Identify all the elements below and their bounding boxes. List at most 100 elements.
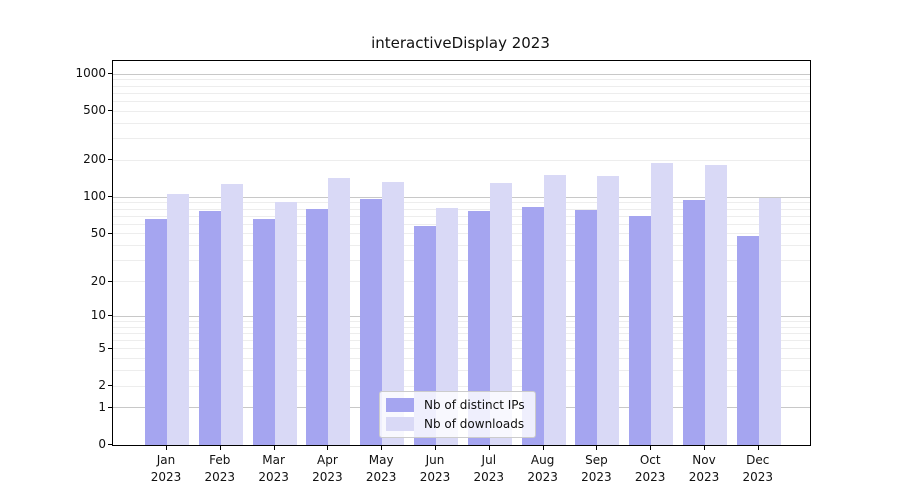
gridline-minor-900 [113,79,810,81]
bar-nb-of-distinct-ips-sep-2023 [575,209,598,445]
gridline-major-1000 [113,73,810,75]
legend-swatch-downloads [386,417,414,431]
x-tick-label: Dec 2023 [742,453,774,484]
gridline-minor-8 [113,326,810,328]
gridline-minor-300 [113,138,810,140]
bar-nb-of-downloads-jan-2023 [167,193,189,445]
gridline-minor-40 [113,245,810,247]
gridline-minor-3 [113,370,810,372]
y-tick-label: 1 [98,399,106,414]
bar-nb-of-downloads-dec-2023 [758,197,781,445]
gridline-minor-6 [113,340,810,342]
gridline-minor-20 [113,281,810,283]
x-tick-label: Feb 2023 [204,453,236,484]
gridline-major-10 [113,315,810,317]
x-tick-label: Apr 2023 [312,453,343,484]
x-tick [757,446,759,450]
x-tick [219,446,221,450]
x-tick [488,446,490,450]
bar-nb-of-downloads-aug-2023 [543,175,566,445]
legend: Nb of distinct IPs Nb of downloads [379,391,536,438]
y-tick [108,73,112,75]
y-tick [108,385,112,387]
gridline-minor-9 [113,320,810,322]
y-tick-label: 20 [90,273,106,288]
x-tick [435,446,436,450]
bar-nb-of-distinct-ips-jan-2023 [145,218,167,445]
bar-nb-of-downloads-mar-2023 [274,201,297,445]
x-tick [542,446,544,450]
chart-title: interactiveDisplay 2023 [371,34,550,52]
legend-item-distinct-ips: Nb of distinct IPs [386,398,525,412]
y-tick [108,315,112,317]
x-tick [650,446,652,450]
x-tick [273,446,275,450]
y-tick-label: 200 [83,152,106,167]
gridline-minor-7 [113,332,810,334]
x-tick [596,446,598,450]
bar-nb-of-distinct-ips-apr-2023 [306,209,329,445]
y-tick-label: 50 [90,225,106,240]
gridline-minor-700 [113,92,810,94]
bar-nb-of-downloads-sep-2023 [597,176,620,445]
x-tick-label: Mar 2023 [258,453,289,484]
x-tick-label: Oct 2023 [634,453,666,484]
y-tick-label: 2 [98,378,106,393]
gridline-minor-2 [113,385,810,387]
y-tick [108,444,112,445]
x-tick [327,446,329,450]
y-tick [108,110,112,112]
gridline-minor-600 [113,101,810,103]
bar-nb-of-downloads-oct-2023 [651,163,674,445]
bar-nb-of-distinct-ips-jul-2023 [467,211,490,445]
x-tick-label: Nov 2023 [688,453,720,484]
y-tick [108,196,112,198]
legend-swatch-distinct-ips [386,398,414,412]
bar-nb-of-distinct-ips-oct-2023 [629,216,652,445]
y-tick-label: 0 [98,437,106,451]
gridline-minor-400 [113,122,810,124]
x-tick [381,446,383,450]
x-tick-label: Sep 2023 [581,453,612,484]
plot-area [112,60,811,446]
gridline-minor-5 [113,348,810,350]
y-tick [108,406,112,408]
y-tick [108,232,112,234]
bar-nb-of-distinct-ips-jun-2023 [414,226,436,445]
legend-label-downloads: Nb of downloads [424,417,525,431]
gridline-minor-90 [113,202,810,204]
x-tick [704,446,705,450]
gridline-minor-800 [113,85,810,87]
bar-nb-of-distinct-ips-feb-2023 [198,210,221,445]
bar-nb-of-downloads-jul-2023 [489,182,512,445]
bar-nb-of-distinct-ips-mar-2023 [252,219,275,445]
x-tick-label: Jun 2023 [419,453,451,484]
bar-nb-of-downloads-may-2023 [382,182,405,445]
bar-nb-of-distinct-ips-aug-2023 [521,206,544,445]
y-tick [108,280,112,282]
bar-nb-of-downloads-feb-2023 [220,184,243,445]
bar-nb-of-distinct-ips-dec-2023 [736,236,759,445]
gridline-minor-200 [113,159,810,161]
x-tick-label: Aug 2023 [527,453,558,484]
y-tick-label: 100 [83,189,106,204]
gridline-minor-50 [113,233,810,235]
gridline-minor-30 [113,260,810,262]
legend-label-distinct-ips: Nb of distinct IPs [424,398,525,412]
legend-item-downloads: Nb of downloads [386,417,525,431]
gridline-minor-80 [113,208,810,210]
y-tick [108,347,112,349]
y-tick-label: 500 [83,103,106,118]
y-tick [108,159,112,161]
bar-nb-of-downloads-jun-2023 [436,207,458,445]
bar-nb-of-downloads-apr-2023 [328,177,351,445]
gridline-minor-60 [113,223,810,225]
gridline-minor-70 [113,215,810,217]
gridline-minor-500 [113,110,810,112]
x-tick-label: May 2023 [365,453,397,484]
gridline-major-100 [113,196,810,198]
y-tick-label: 5 [98,340,106,355]
x-tick [166,446,167,450]
y-tick-label: 1000 [75,66,106,81]
